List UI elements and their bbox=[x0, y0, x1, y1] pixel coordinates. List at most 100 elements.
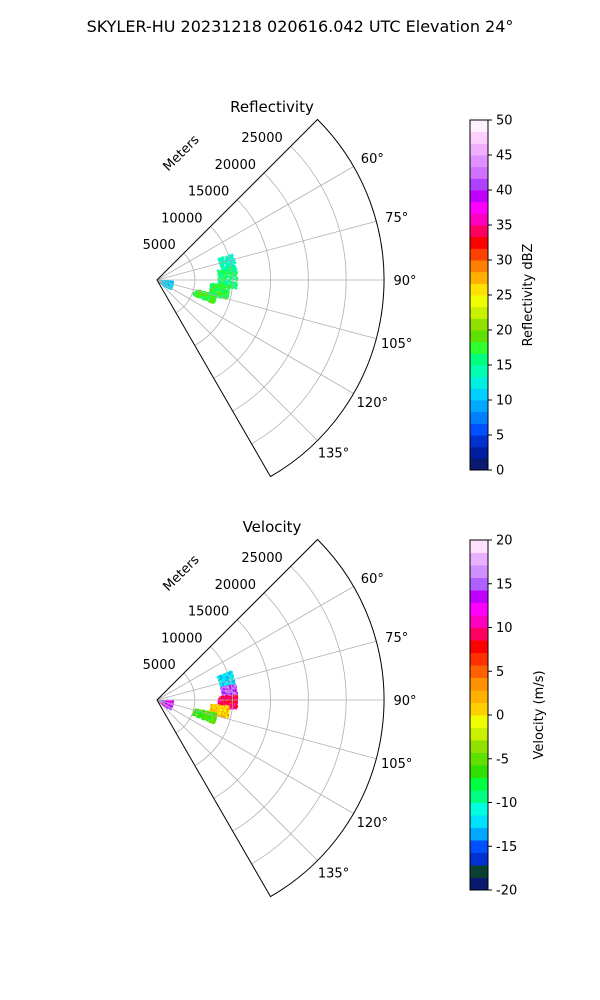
echo-gate bbox=[206, 298, 209, 301]
echo-gate bbox=[208, 291, 211, 294]
echo-gate bbox=[210, 299, 213, 302]
echo-gate bbox=[221, 259, 224, 262]
echo-gate bbox=[216, 711, 219, 714]
echo-gate bbox=[223, 673, 226, 676]
echo-gate bbox=[211, 300, 214, 303]
echo-gate bbox=[235, 706, 238, 709]
echo-gate bbox=[223, 268, 226, 271]
colorbar-tick-label: 25 bbox=[496, 289, 513, 304]
echo-gate bbox=[221, 683, 224, 686]
echo-gate bbox=[211, 289, 214, 292]
echo-gate bbox=[224, 259, 227, 262]
echo-gate bbox=[219, 270, 222, 273]
azimuth-tick-label: 75° bbox=[385, 211, 408, 226]
echo-gate bbox=[213, 288, 216, 291]
echo-gate bbox=[170, 285, 173, 288]
echo-gate bbox=[208, 711, 211, 714]
echo-gate bbox=[232, 707, 235, 710]
velocity-panel: Velocity 60° 75° 90° 105° 120° 135° 5000 10000 1… bbox=[143, 518, 417, 898]
echo-gate bbox=[219, 714, 222, 717]
echo-gate bbox=[215, 292, 218, 295]
echo-gate bbox=[210, 296, 213, 299]
echo-gate bbox=[167, 707, 170, 710]
echo-gate bbox=[159, 281, 162, 284]
echo-gate bbox=[222, 268, 225, 271]
echo-gate bbox=[224, 704, 227, 707]
echo-gate bbox=[213, 708, 216, 711]
echo-gate bbox=[214, 716, 217, 719]
echo-gate bbox=[234, 688, 237, 691]
echo-gate bbox=[234, 698, 237, 701]
echo-gate bbox=[205, 710, 208, 713]
echo-gate bbox=[230, 257, 233, 260]
echo-gate bbox=[171, 701, 174, 704]
colorbar-swatch bbox=[470, 715, 488, 728]
echo-gate bbox=[201, 294, 204, 297]
echo-gate bbox=[197, 715, 200, 718]
echo-gate bbox=[193, 713, 196, 716]
range-ring bbox=[251, 565, 347, 865]
echo-gate bbox=[225, 280, 228, 283]
echo-gate bbox=[229, 270, 232, 273]
echo-gate bbox=[224, 713, 227, 716]
azimuth-tick-label: 105° bbox=[381, 757, 412, 772]
echo-gate bbox=[219, 294, 222, 297]
colorbar-tick-label: 0 bbox=[496, 709, 504, 724]
echo-gate bbox=[226, 679, 229, 682]
colorbar-tick-label: 15 bbox=[496, 577, 513, 592]
echo-gate bbox=[219, 684, 222, 687]
echo-gate bbox=[211, 708, 214, 711]
colorbar-swatch bbox=[470, 690, 488, 703]
echo-gate bbox=[212, 716, 215, 719]
colorbar-swatch bbox=[470, 318, 488, 331]
echo-gate bbox=[228, 694, 231, 697]
echo-gate bbox=[210, 292, 213, 295]
colorbar-swatch bbox=[470, 652, 488, 666]
echo-gate bbox=[233, 683, 236, 686]
echo-gate bbox=[222, 702, 225, 705]
echo-gate bbox=[170, 282, 173, 285]
echo-gate bbox=[233, 262, 236, 265]
figure-suptitle: SKYLER-HU 20231218 020616.042 UTC Elevat… bbox=[87, 17, 514, 36]
echo-gate bbox=[219, 276, 222, 279]
echo-gate bbox=[233, 281, 236, 284]
echo-gate bbox=[230, 705, 233, 708]
range-tick-label: 10000 bbox=[161, 631, 202, 646]
echo-gate bbox=[227, 291, 230, 294]
echo-gate bbox=[228, 285, 231, 288]
echo-gate bbox=[233, 259, 236, 262]
echo-gate bbox=[232, 699, 235, 702]
echo-gate bbox=[203, 296, 206, 299]
echo-gate bbox=[233, 269, 236, 272]
echo-gate bbox=[225, 710, 228, 713]
echo-gate bbox=[222, 691, 225, 694]
echo-gate bbox=[217, 273, 220, 276]
echo-gate bbox=[223, 698, 226, 701]
echo-gate bbox=[234, 685, 237, 688]
echo-gate bbox=[229, 688, 232, 691]
echo-gate bbox=[220, 262, 223, 265]
echo-gate bbox=[161, 703, 164, 706]
echo-gate bbox=[232, 687, 235, 690]
echo-gate bbox=[209, 292, 212, 295]
echo-gate bbox=[211, 284, 214, 287]
colorbar-swatch bbox=[470, 627, 488, 641]
echo-gate bbox=[223, 705, 226, 708]
echo-gate bbox=[234, 701, 237, 704]
echo-gate bbox=[220, 292, 223, 295]
echo-gate bbox=[219, 291, 222, 294]
colorbar-swatch bbox=[470, 815, 488, 828]
echo-gate bbox=[209, 721, 212, 724]
colorbar-swatch bbox=[470, 248, 488, 261]
echo-gate bbox=[227, 710, 230, 713]
echo-gate bbox=[192, 713, 195, 716]
colorbar-tick-label: 45 bbox=[496, 149, 513, 164]
echo-gate bbox=[217, 698, 220, 701]
echo-gate bbox=[235, 267, 238, 270]
echo-region bbox=[192, 289, 217, 304]
echo-gate bbox=[225, 278, 228, 281]
sector-boundary bbox=[156, 118, 385, 478]
colorbar-swatch bbox=[470, 306, 488, 319]
azimuth-gridline bbox=[156, 279, 377, 340]
